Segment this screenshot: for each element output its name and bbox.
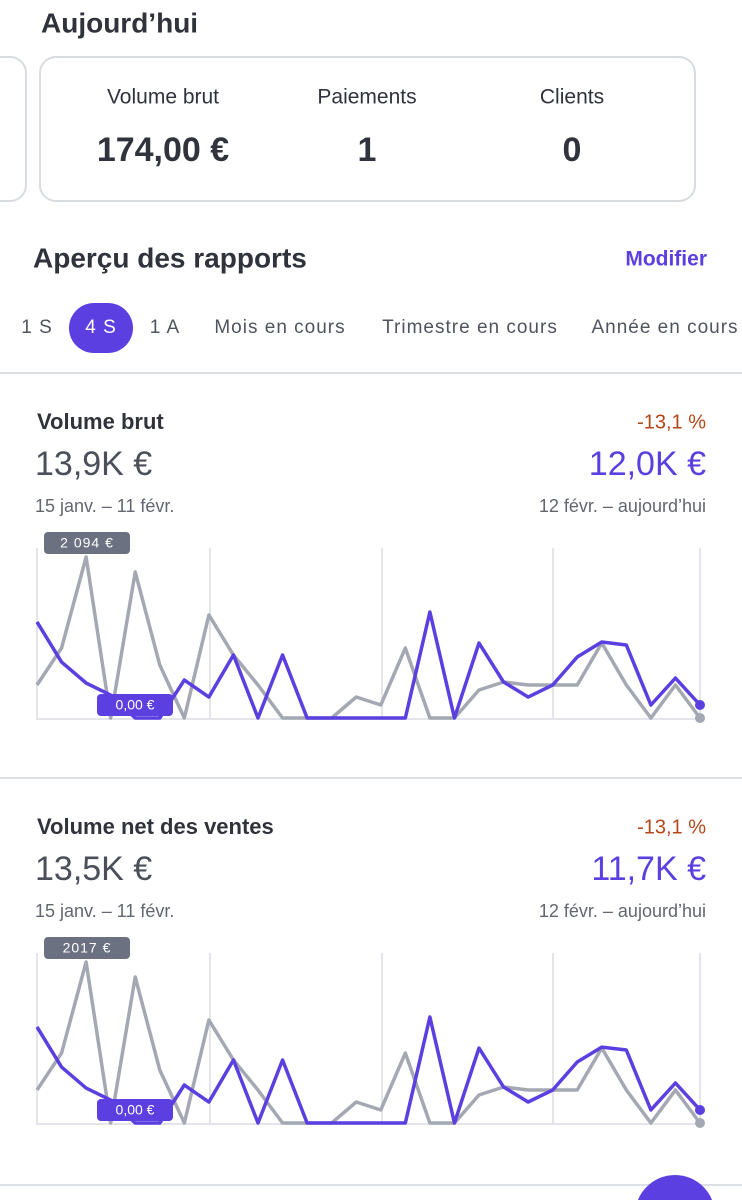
max-label: 2 094 € [60, 535, 114, 551]
previous-range: 15 janv. – 11 févr. [35, 496, 174, 516]
series-line [35, 610, 702, 720]
current-value: 12,0K € [589, 445, 706, 483]
max-badge [44, 937, 130, 959]
tab[interactable]: Mois en cours [214, 317, 345, 338]
tab[interactable]: Trimestre en cours [382, 317, 558, 338]
card-title: Volume net des ventes [37, 814, 274, 839]
min-badge [97, 694, 173, 716]
tab[interactable]: 4 S [85, 317, 117, 338]
series-line [35, 960, 702, 1125]
tab[interactable]: 1 A [150, 317, 180, 338]
end-dot [695, 700, 705, 711]
change: -13,1 % [637, 816, 706, 838]
end-dot [695, 1118, 705, 1128]
end-dot [695, 713, 705, 723]
current-value: 11,7K € [591, 850, 706, 888]
tab-pill[interactable] [69, 303, 133, 353]
current-range: 12 févr. – aujourd’hui [539, 901, 706, 921]
stat-label: Clients [540, 86, 604, 109]
min-label: 0,00 € [116, 697, 155, 713]
series-line [35, 555, 702, 720]
fab-button[interactable] [635, 1175, 715, 1200]
edit-link[interactable]: Modifier [625, 248, 707, 271]
section-title: Aujourd’hui [41, 7, 198, 38]
previous-value: 13,9K € [35, 445, 152, 483]
max-label: 2017 € [63, 940, 112, 956]
current-range: 12 févr. – aujourd’hui [539, 496, 706, 516]
stat-label: Paiements [317, 86, 416, 109]
stat-value: 1 [358, 131, 377, 169]
tab[interactable]: Année en cours [591, 317, 738, 338]
min-badge [97, 1099, 173, 1121]
stat-value: 174,00 € [97, 131, 229, 169]
change: -13,1 % [637, 411, 706, 433]
card-edge [0, 56, 27, 202]
series-line [35, 1015, 702, 1125]
min-label: 0,00 € [116, 1102, 155, 1118]
today-card [39, 56, 696, 202]
previous-value: 13,5K € [35, 850, 152, 888]
max-badge [44, 532, 130, 554]
stat-label: Volume brut [107, 86, 219, 109]
stat-value: 0 [563, 131, 582, 169]
section-title: Aperçu des rapports [33, 242, 307, 273]
previous-range: 15 janv. – 11 févr. [35, 901, 174, 921]
end-dot [695, 1104, 705, 1115]
card-title: Volume brut [37, 409, 164, 434]
tab[interactable]: 1 S [21, 317, 53, 338]
